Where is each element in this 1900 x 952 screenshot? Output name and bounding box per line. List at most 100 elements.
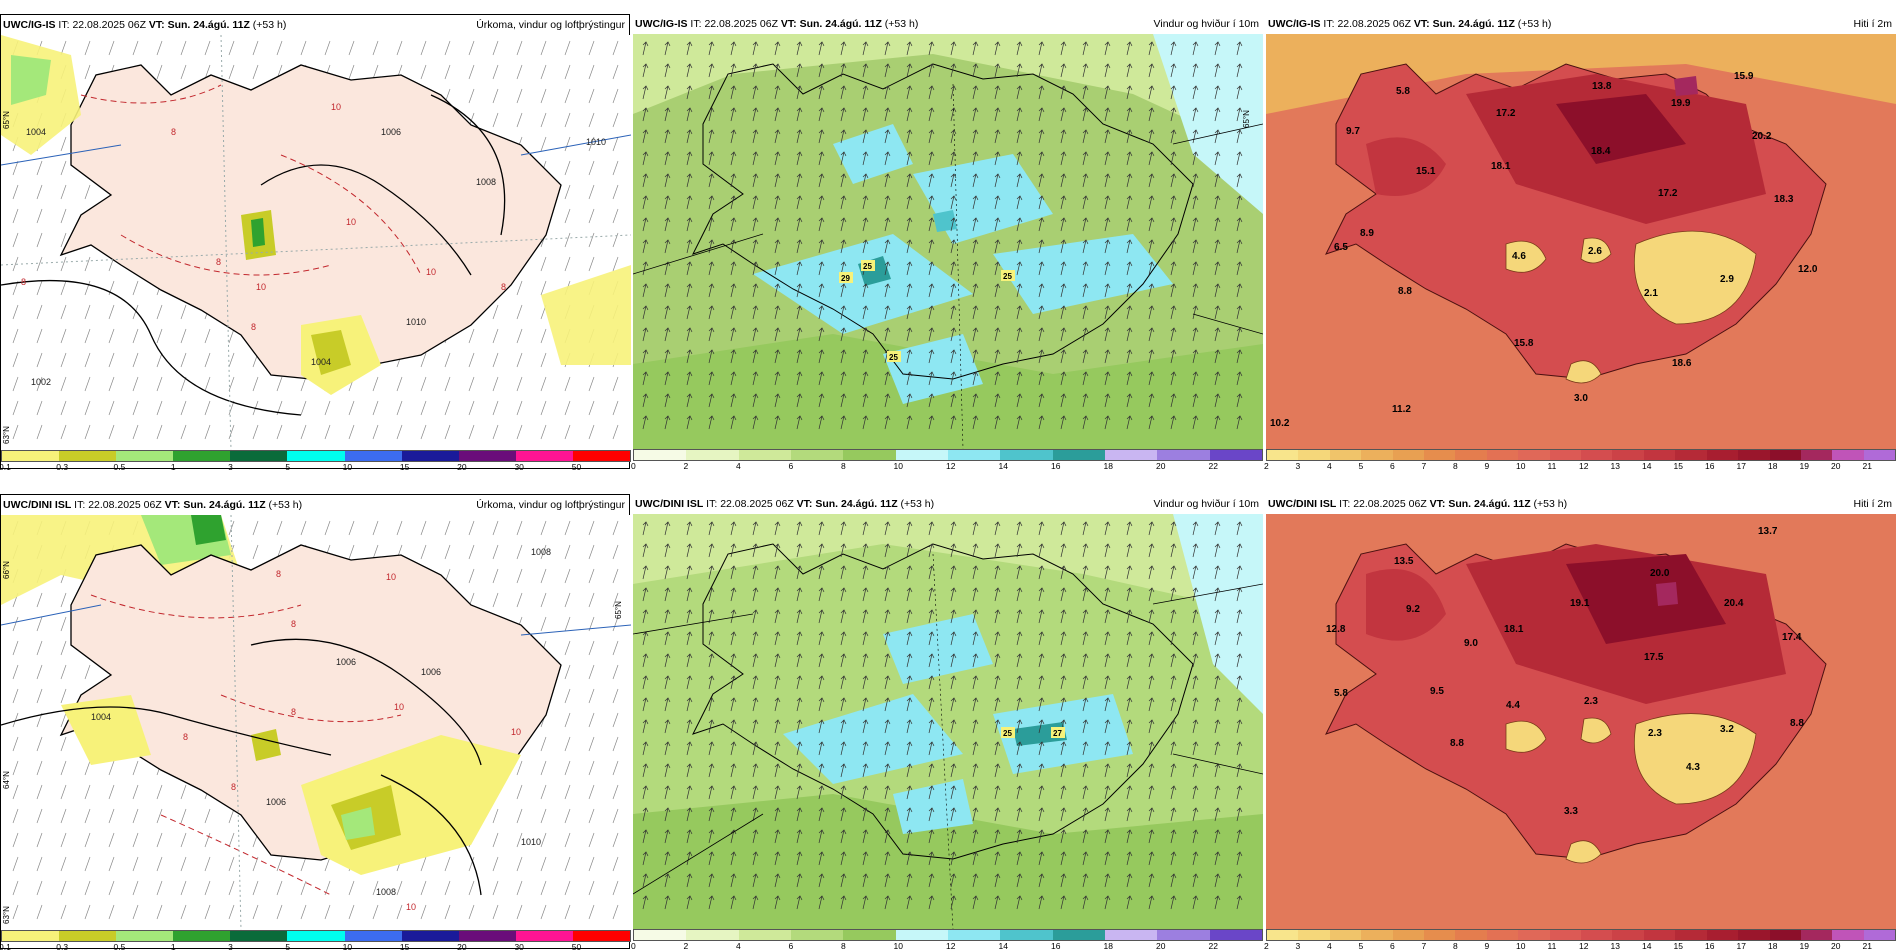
wind-barb bbox=[60, 328, 67, 344]
wind-arrow bbox=[1214, 521, 1221, 536]
latitude-label: 65°N bbox=[2, 111, 11, 129]
wind-barb bbox=[252, 424, 259, 440]
wind-arrow bbox=[686, 85, 693, 100]
colorbar-tick: 16 bbox=[1051, 941, 1061, 951]
wind-barb bbox=[516, 112, 523, 128]
wind-arrow bbox=[1236, 543, 1243, 558]
wind-arrow bbox=[774, 763, 781, 778]
wind-arrow bbox=[1126, 239, 1133, 254]
temp-contour-label: 8 bbox=[501, 282, 506, 292]
wind-barb bbox=[492, 40, 499, 56]
colorbar-swatch bbox=[790, 450, 844, 460]
wind-arrow bbox=[1148, 415, 1155, 430]
wind-arrow bbox=[950, 173, 957, 188]
wind-arrow bbox=[708, 631, 715, 646]
wind-arrow bbox=[862, 873, 869, 888]
wind-barb bbox=[588, 688, 595, 704]
wind-barb bbox=[540, 880, 547, 896]
wind-arrow bbox=[994, 521, 1001, 536]
wind-arrow bbox=[1104, 587, 1111, 602]
wind-arrow bbox=[818, 393, 825, 408]
wind-arrow bbox=[708, 261, 715, 276]
colorbar-tick: 20 bbox=[457, 462, 467, 472]
valid-prefix: VT: bbox=[780, 18, 797, 30]
wind-barb bbox=[84, 352, 91, 368]
wind-barb bbox=[36, 760, 43, 776]
wind-arrow bbox=[1236, 393, 1243, 408]
colorbar-swatch bbox=[686, 450, 739, 460]
temp-value: 11.2 bbox=[1392, 404, 1411, 415]
wind-barb bbox=[12, 808, 19, 824]
wind-barb bbox=[84, 184, 91, 200]
wind-map: 25 27 bbox=[633, 514, 1263, 929]
wind-barb bbox=[612, 40, 619, 56]
wind-arrow bbox=[686, 697, 693, 712]
wind-arrow bbox=[796, 565, 803, 580]
wind-arrow bbox=[1192, 63, 1199, 78]
wind-arrow bbox=[928, 305, 935, 320]
issue-time: 22.08.2025 06Z bbox=[704, 18, 778, 30]
wind-arrow bbox=[1016, 807, 1023, 822]
wind-arrow bbox=[1192, 587, 1199, 602]
colorbar-swatch bbox=[458, 931, 516, 941]
wind-arrow bbox=[884, 873, 891, 888]
colorbar-tick: 3 bbox=[228, 462, 233, 472]
colorbar-swatch bbox=[738, 930, 791, 940]
wind-barb bbox=[60, 784, 67, 800]
wind-arrow bbox=[1016, 565, 1023, 580]
colorbar-tick: 15 bbox=[399, 462, 410, 472]
issue-prefix: IT: bbox=[1323, 18, 1335, 30]
wind-arrow bbox=[840, 85, 847, 100]
wind-arrow bbox=[994, 63, 1001, 78]
wind-barb bbox=[588, 208, 595, 224]
wind-arrow bbox=[972, 521, 979, 536]
colorbar-tick: 0 bbox=[631, 461, 636, 471]
wind-arrow bbox=[950, 763, 957, 778]
wind-barb bbox=[420, 64, 427, 80]
wind-arrow bbox=[972, 631, 979, 646]
valid-time: Sun. 24.ágú. 11Z bbox=[183, 499, 266, 511]
wind-arrow bbox=[1038, 763, 1045, 778]
wind-barb bbox=[564, 712, 571, 728]
colorbar-swatch bbox=[1675, 450, 1707, 460]
wind-arrow bbox=[884, 719, 891, 734]
wind-barb bbox=[84, 760, 91, 776]
colorbar-swatch bbox=[1392, 930, 1425, 940]
wind-arrow bbox=[972, 763, 979, 778]
wind-barb bbox=[564, 544, 571, 560]
wind-barb bbox=[156, 400, 163, 416]
wind-barb bbox=[84, 328, 91, 344]
wind-arrow bbox=[1104, 261, 1111, 276]
wind-arrow bbox=[1038, 741, 1045, 756]
colorbar-tick: 9 bbox=[1484, 941, 1490, 951]
wind-arrow bbox=[1126, 675, 1133, 690]
wind-arrow bbox=[686, 63, 693, 78]
colorbar-swatch bbox=[1518, 930, 1550, 940]
wind-barb bbox=[564, 520, 571, 536]
wind-arrow bbox=[972, 151, 979, 166]
wind-arrow bbox=[1148, 129, 1155, 144]
wind-arrow bbox=[1148, 195, 1155, 210]
wind-arrow bbox=[840, 763, 847, 778]
wind-arrow bbox=[1060, 63, 1067, 78]
wind-barb bbox=[564, 256, 571, 272]
wind-barb bbox=[492, 832, 499, 848]
wind-arrow bbox=[1082, 565, 1089, 580]
wind-barb bbox=[60, 760, 67, 776]
wind-arrow bbox=[708, 697, 715, 712]
wind-arrow bbox=[708, 807, 715, 822]
wind-arrow bbox=[752, 829, 759, 844]
wind-barb bbox=[612, 640, 619, 656]
isobar-label: 1008 bbox=[531, 547, 551, 557]
wind-arrow bbox=[928, 261, 935, 276]
wind-arrow bbox=[1170, 653, 1177, 668]
wind-barb bbox=[132, 376, 139, 392]
wind-arrow bbox=[774, 609, 781, 624]
wind-arrow bbox=[730, 631, 737, 646]
wind-arrow bbox=[1214, 129, 1221, 144]
wind-barb bbox=[348, 400, 355, 416]
wind-arrow bbox=[928, 675, 935, 690]
wind-barb bbox=[132, 280, 139, 296]
wind-arrow bbox=[686, 305, 693, 320]
temp-value: 8.8 bbox=[1450, 738, 1464, 749]
